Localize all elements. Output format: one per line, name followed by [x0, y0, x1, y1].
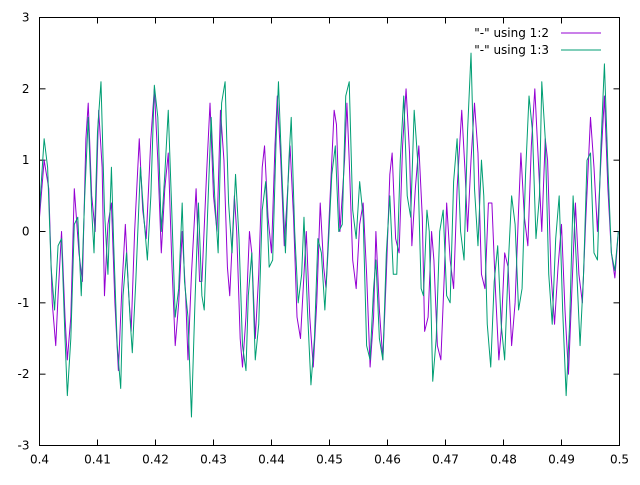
x-tick-label: 0.45	[316, 453, 343, 467]
x-tick-label: 0.43	[200, 453, 227, 467]
x-tick-label: 0.49	[548, 453, 575, 467]
legend: "-" using 1:2 "-" using 1:3	[474, 26, 601, 57]
x-tick-label: 0.41	[84, 453, 111, 467]
x-tick-label: 0.48	[490, 453, 517, 467]
legend-label-2: "-" using 1:3	[474, 43, 549, 57]
x-tick-label: 0.4	[30, 453, 49, 467]
y-tick-label: 2	[22, 82, 30, 96]
y-tick-label: -1	[18, 296, 30, 310]
x-tick-label: 0.47	[432, 453, 459, 467]
y-tick-label: 0	[22, 225, 30, 239]
plot-frame	[39, 17, 620, 446]
ticks-layer: 0.4 0.41 0.42 0.43 0.44 0.45 0.46 0.47 0.48 0.49 0…	[18, 11, 630, 467]
series-line-2	[39, 52, 619, 418]
x-tick-label: 0.42	[142, 453, 169, 467]
series-line-1	[39, 88, 619, 375]
y-tick-label: 3	[22, 11, 30, 25]
x-tick-label: 0.46	[374, 453, 401, 467]
x-tick-label: 0.44	[258, 453, 285, 467]
y-tick-label: -2	[18, 367, 30, 381]
x-tick-label: 0.5	[610, 453, 629, 467]
y-tick-label: 1	[22, 153, 30, 167]
y-tick-label: -3	[18, 439, 30, 453]
legend-label-1: "-" using 1:2	[474, 26, 549, 40]
series-layer	[39, 52, 619, 418]
